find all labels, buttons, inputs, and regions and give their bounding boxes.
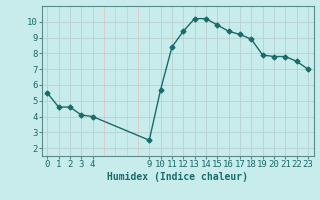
X-axis label: Humidex (Indice chaleur): Humidex (Indice chaleur) (107, 172, 248, 182)
